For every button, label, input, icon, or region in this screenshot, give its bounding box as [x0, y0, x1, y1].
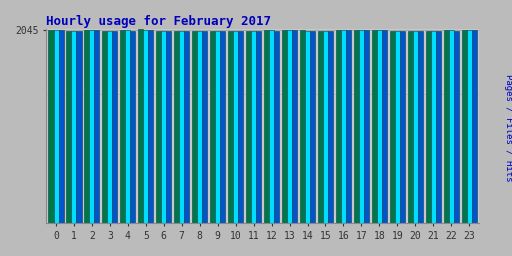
- Bar: [418, 31, 423, 223]
- Bar: [328, 31, 333, 223]
- Text: Pages / Files / Hits: Pages / Files / Hits: [504, 74, 512, 182]
- Bar: [58, 30, 63, 223]
- Bar: [354, 30, 359, 223]
- Bar: [72, 31, 76, 223]
- Bar: [233, 31, 238, 223]
- Bar: [120, 30, 125, 223]
- Bar: [466, 30, 472, 223]
- Bar: [156, 31, 161, 223]
- Bar: [395, 30, 400, 223]
- Bar: [90, 30, 94, 223]
- Bar: [377, 30, 382, 223]
- Bar: [364, 30, 369, 223]
- Bar: [282, 30, 287, 223]
- Bar: [54, 30, 58, 223]
- Bar: [220, 31, 225, 223]
- Bar: [449, 30, 454, 223]
- Bar: [228, 31, 233, 223]
- Bar: [436, 31, 441, 223]
- Bar: [184, 31, 189, 223]
- Bar: [287, 30, 292, 223]
- Bar: [148, 30, 154, 223]
- Text: Hourly usage for February 2017: Hourly usage for February 2017: [46, 15, 271, 28]
- Bar: [256, 31, 261, 223]
- Bar: [318, 31, 323, 223]
- Bar: [179, 31, 184, 223]
- Bar: [274, 31, 279, 223]
- Bar: [197, 31, 202, 223]
- Bar: [210, 31, 215, 223]
- Bar: [246, 31, 251, 223]
- Bar: [102, 31, 108, 223]
- Bar: [138, 29, 143, 223]
- Bar: [292, 30, 297, 223]
- Bar: [382, 30, 387, 223]
- Bar: [174, 30, 179, 223]
- Bar: [94, 30, 99, 223]
- Bar: [143, 29, 148, 223]
- Bar: [336, 30, 341, 223]
- Bar: [454, 30, 459, 223]
- Bar: [108, 31, 113, 223]
- Bar: [413, 31, 418, 223]
- Bar: [390, 30, 395, 223]
- Bar: [166, 31, 172, 223]
- Bar: [300, 30, 305, 223]
- Bar: [359, 30, 364, 223]
- Bar: [323, 31, 328, 223]
- Bar: [305, 30, 310, 223]
- Bar: [192, 31, 197, 223]
- Bar: [425, 30, 431, 223]
- Bar: [346, 30, 351, 223]
- Bar: [408, 31, 413, 223]
- Bar: [113, 31, 117, 223]
- Bar: [400, 31, 405, 223]
- Bar: [472, 30, 477, 223]
- Bar: [341, 30, 346, 223]
- Bar: [67, 31, 72, 223]
- Bar: [125, 30, 131, 223]
- Bar: [76, 31, 81, 223]
- Bar: [215, 31, 220, 223]
- Bar: [269, 30, 274, 223]
- Bar: [202, 31, 207, 223]
- Bar: [264, 30, 269, 223]
- Bar: [238, 31, 243, 223]
- Bar: [310, 31, 315, 223]
- Bar: [131, 31, 135, 223]
- Bar: [251, 31, 256, 223]
- Bar: [372, 30, 377, 223]
- Bar: [49, 30, 54, 223]
- Bar: [84, 30, 90, 223]
- Bar: [431, 31, 436, 223]
- Bar: [462, 30, 466, 223]
- Bar: [444, 30, 449, 223]
- Bar: [161, 31, 166, 223]
